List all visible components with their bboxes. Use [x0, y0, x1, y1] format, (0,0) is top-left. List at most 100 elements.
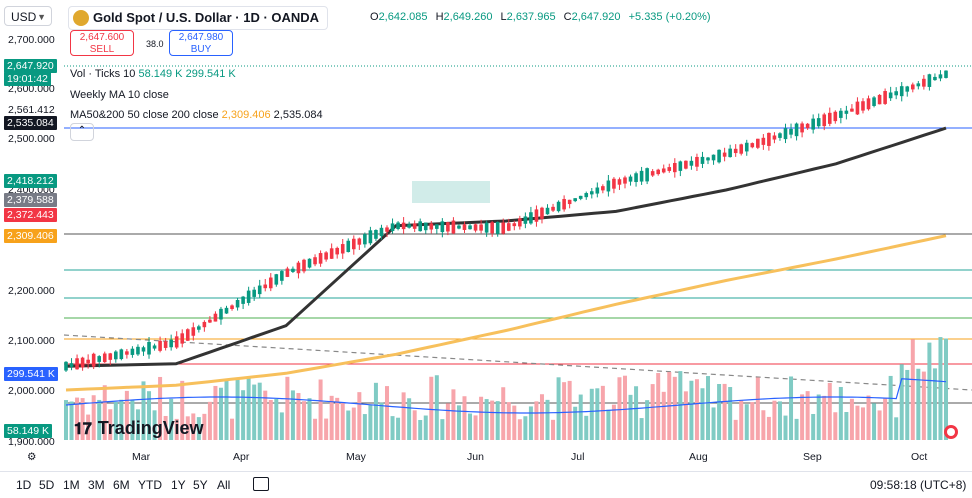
candle-body	[446, 222, 450, 232]
candle-body	[855, 101, 860, 115]
candle-body	[241, 296, 245, 304]
volume-bar	[180, 380, 185, 440]
volume-bar	[517, 419, 522, 440]
range-button-1d[interactable]: 1D	[16, 478, 32, 492]
candle-body	[905, 86, 910, 92]
volume-bar	[75, 397, 80, 440]
sell-button[interactable]: 2,647.600 SELL	[70, 30, 134, 56]
volume-bar	[755, 377, 760, 440]
clock-readout[interactable]: 09:58:18 (UTC+8)	[870, 478, 967, 492]
volume-bar	[800, 394, 805, 440]
candle-body	[518, 218, 522, 227]
price-axis-label: 2,200.000	[8, 285, 55, 297]
candle-body	[850, 108, 854, 112]
volume-bar	[285, 376, 290, 440]
candle-body	[335, 247, 339, 255]
high-value: 2,649.260	[443, 11, 493, 23]
candle-body	[130, 348, 135, 355]
volume-bar	[108, 409, 113, 440]
volume-bar	[722, 383, 727, 440]
candle-body	[650, 171, 655, 176]
volume-bar	[479, 396, 484, 440]
candle-body	[191, 327, 196, 336]
volume-bar	[512, 405, 517, 440]
volume-bar	[877, 410, 882, 440]
range-button-ytd[interactable]: YTD	[138, 478, 162, 492]
candle-body	[595, 187, 600, 194]
collapse-legend-button[interactable]: ⌃	[70, 123, 94, 141]
candle-body	[578, 195, 583, 199]
volume-bar	[584, 415, 589, 440]
candle-body	[756, 138, 760, 148]
volume-bar	[290, 390, 295, 440]
candle-body	[385, 227, 389, 232]
volume-bar	[866, 395, 871, 440]
volume-indicator-legend[interactable]: Vol · Ticks 10 58.149 K 299.541 K	[70, 68, 236, 80]
volume-bar	[534, 401, 539, 440]
candle-body	[462, 224, 467, 230]
candle-body	[589, 191, 594, 195]
candle-body	[728, 148, 732, 158]
volume-ma-tag: 299.541 K	[4, 367, 58, 381]
calendar-icon[interactable]	[253, 477, 269, 491]
candle-body	[86, 359, 90, 364]
volume-bar	[523, 416, 528, 440]
symbol-title[interactable]: Gold Spot / U.S. Dollar · 1D · OANDA	[68, 6, 329, 30]
watermark-text: TradingView	[97, 418, 204, 438]
volume-bar	[744, 404, 749, 440]
candle-body	[628, 176, 633, 182]
range-button-1y[interactable]: 1Y	[171, 478, 186, 492]
candle-body	[357, 238, 362, 245]
volume-bar	[739, 400, 744, 440]
volume-bar	[927, 342, 932, 440]
currency-selector[interactable]: USD ▼	[4, 6, 52, 26]
ma50-line	[65, 126, 947, 368]
candle-body	[313, 257, 317, 265]
candle-body	[235, 300, 240, 308]
ma-legend[interactable]: MA50&200 50 close 200 close 2,309.406 2,…	[70, 109, 323, 121]
candle-body	[268, 277, 273, 289]
candle-body	[412, 223, 417, 229]
volume-bar	[445, 403, 450, 440]
range-button-6m[interactable]: 6M	[113, 478, 130, 492]
volume-bar	[119, 399, 124, 440]
volume-bar	[772, 400, 777, 440]
volume-bar	[844, 412, 849, 440]
volume-bar	[551, 419, 556, 440]
volume-bar	[528, 406, 533, 440]
flag-icons[interactable]	[943, 424, 959, 440]
tradingview-watermark: 𝟏𝟕 TradingView	[74, 418, 204, 439]
volume-bar	[235, 379, 240, 440]
candle-body	[401, 222, 406, 230]
candle-body	[639, 170, 644, 182]
volume-bar	[689, 380, 694, 440]
volume-bar	[728, 387, 733, 440]
range-button-5y[interactable]: 5Y	[193, 478, 208, 492]
chart-canvas[interactable]	[0, 0, 972, 470]
candle-body	[711, 154, 716, 161]
volume-bar	[899, 364, 904, 440]
candle-body	[916, 83, 921, 87]
weekly-ma-label: Weekly MA 10 close	[70, 89, 169, 101]
range-button-5d[interactable]: 5D	[39, 478, 55, 492]
candle-body	[684, 160, 688, 169]
range-button-1m[interactable]: 1M	[63, 478, 80, 492]
volume-bar	[827, 382, 832, 440]
candle-body	[407, 224, 411, 228]
range-button-all[interactable]: All	[217, 478, 231, 492]
volume-bar	[805, 391, 810, 440]
volume-bar	[218, 387, 223, 440]
volume-bar	[838, 386, 843, 440]
settings-gear-icon[interactable]: ⚙	[27, 451, 37, 463]
bottom-toolbar	[0, 471, 972, 498]
candle-body	[839, 110, 843, 118]
range-button-3m[interactable]: 3M	[88, 478, 105, 492]
volume-bar	[694, 379, 699, 440]
candle-body	[933, 76, 937, 81]
volume-bar	[141, 381, 146, 440]
candle-body	[811, 118, 815, 130]
volume-bar	[634, 386, 639, 440]
buy-button[interactable]: 2,647.980 BUY	[169, 30, 233, 56]
candle-body	[423, 222, 428, 231]
weekly-ma-legend[interactable]: Weekly MA 10 close	[70, 89, 169, 101]
